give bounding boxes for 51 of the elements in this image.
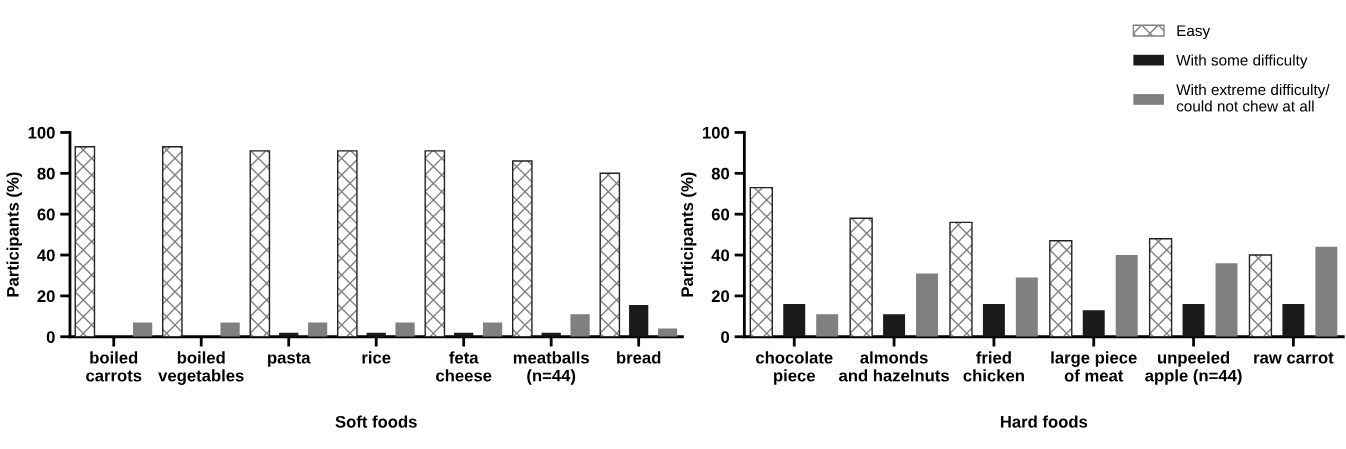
bar (883, 314, 906, 337)
bar (816, 314, 839, 337)
bar (395, 322, 415, 337)
legend-label: With some difficulty (1176, 54, 1308, 69)
legend-label: With extreme difficulty/ could not chew at all (1176, 83, 1330, 112)
bar (1215, 263, 1238, 337)
bar (570, 314, 590, 337)
x-tick-label: large piece of meat (1051, 351, 1137, 382)
y-axis-title: Participants (%) (680, 172, 697, 297)
x-tick-label: boiled carrots (86, 351, 142, 382)
x-tick-label: rice (362, 351, 391, 364)
y-tick-label: 40 (711, 249, 730, 262)
bar (783, 304, 806, 337)
x-axis-title: Soft foods (335, 415, 417, 428)
y-tick-label: 100 (703, 126, 730, 139)
y-tick-label: 0 (721, 331, 730, 343)
x-tick-label: meatballs (n=44) (513, 351, 589, 385)
bar (1182, 304, 1205, 337)
y-tick-label: 40 (37, 249, 55, 262)
y-tick-label: 80 (711, 167, 730, 180)
x-tick-label: unpeeled apple (n=44) (1145, 351, 1242, 385)
bar (1282, 304, 1305, 337)
y-tick-label: 60 (37, 208, 55, 221)
bar (132, 322, 153, 337)
x-tick-label: almonds and hazelnuts (839, 351, 949, 382)
x-tick-label: fried chicken (963, 351, 1024, 382)
bar (982, 304, 1005, 337)
y-tick-label: 20 (711, 290, 730, 303)
x-tick-label: chocolate piece (756, 351, 833, 385)
bar (916, 273, 938, 337)
bar (482, 322, 503, 337)
y-tick-label: 80 (37, 167, 55, 180)
y-tick-label: 20 (37, 290, 55, 303)
legend-label: Easy (1177, 25, 1211, 40)
x-tick-label: boiled vegetables (158, 351, 244, 385)
bar (1015, 277, 1038, 337)
bar (1115, 255, 1138, 337)
y-tick-label: 60 (711, 208, 730, 221)
y-axis-title: Participants (%) (6, 172, 23, 297)
bar (1315, 246, 1338, 337)
x-tick-label: raw carrot (1254, 352, 1334, 364)
bar (307, 322, 328, 337)
x-tick-label: bread (617, 351, 661, 364)
bar (220, 322, 240, 337)
bar (1082, 310, 1105, 337)
x-axis-title: Hard foods (1000, 415, 1088, 428)
bar (629, 305, 649, 337)
x-tick-label: feta cheese (436, 351, 492, 382)
y-tick-label: 0 (46, 331, 55, 343)
x-tick-label: pasta (268, 352, 311, 367)
y-tick-label: 100 (28, 126, 55, 139)
